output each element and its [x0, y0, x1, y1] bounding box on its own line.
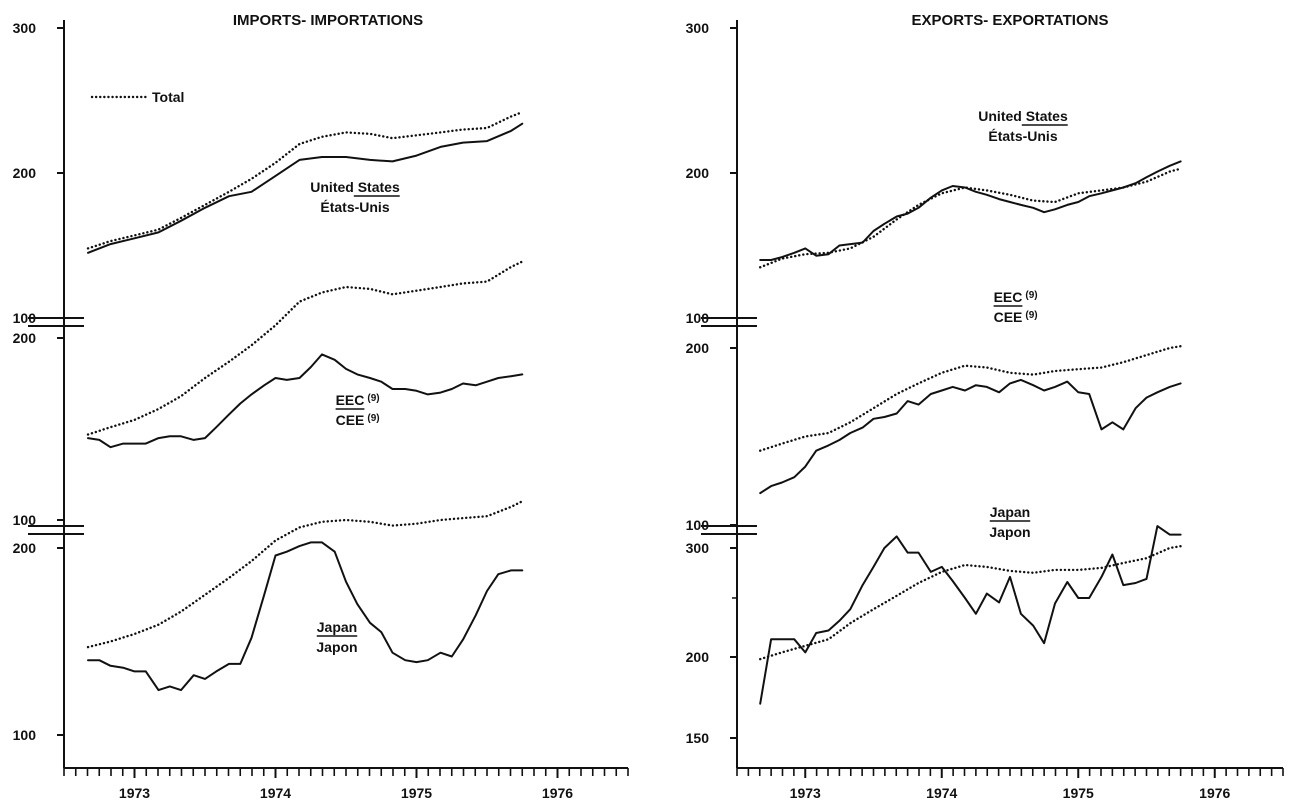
x-tick-label: 1973: [119, 785, 150, 801]
y-tick-label: 200: [686, 165, 710, 181]
label-superscript: (9): [367, 393, 379, 404]
panel-label: CEE: [336, 412, 365, 428]
y-tick-label: 100: [686, 310, 710, 326]
y-tick-label: 200: [13, 165, 37, 181]
y-tick-label: 100: [13, 727, 37, 743]
chart-imports: IMPORTS- IMPORTATIONS 1973 1974 1975 1976 100…: [13, 12, 629, 801]
x-tick-label: 1974: [926, 785, 957, 801]
x-tick-label: 1975: [1063, 785, 1094, 801]
panel-label: EEC: [994, 289, 1023, 305]
panel-label: États-Unis: [988, 128, 1057, 144]
series-line-total: [759, 345, 1182, 452]
label-superscript: (9): [367, 413, 379, 424]
y-tick-label: 200: [686, 340, 710, 356]
panel-eec-9-: 100 200 EEC CEE(9) (9): [686, 289, 1182, 535]
series-line-country: [759, 378, 1182, 495]
y-tick-label: 300: [13, 20, 37, 36]
legend: Total: [90, 89, 184, 105]
series-line-total: [86, 260, 524, 436]
y-tick-label: 100: [13, 512, 37, 528]
panel-label: Japan: [990, 504, 1030, 520]
label-superscript: (9): [1025, 310, 1037, 321]
y-tick-label: 300: [686, 20, 710, 36]
panel-japan: 150 200 300 Japan Japon: [686, 504, 1182, 746]
x-tick-label: 1976: [542, 785, 573, 801]
y-tick-label: 150: [686, 730, 710, 746]
panel-eec-9-: 100 200 EEC CEE(9) (9): [13, 260, 524, 535]
label-superscript: (9): [1025, 290, 1037, 301]
panel-label: CEE: [994, 309, 1023, 325]
y-tick-label: 200: [13, 540, 37, 556]
x-tick-label: 1973: [790, 785, 821, 801]
panel-united-states: 100 200 300 United States États-Unis: [686, 20, 1182, 327]
panel-label: Japon: [989, 524, 1030, 540]
legend-label: Total: [152, 89, 184, 105]
y-tick-label: 100: [686, 517, 710, 533]
y-tick-label: 100: [13, 310, 37, 326]
panel-japan: 100 200 Japan Japon: [13, 500, 524, 743]
panel-label: Japan: [317, 619, 357, 635]
series-line-country: [87, 353, 524, 449]
y-tick-label: 200: [13, 330, 37, 346]
panel-label: Japon: [316, 639, 357, 655]
x-tick-label: 1976: [1199, 785, 1230, 801]
x-tick-label: 1975: [401, 785, 432, 801]
chart-title: IMPORTS- IMPORTATIONS: [233, 12, 423, 29]
chart-title: EXPORTS- EXPORTATIONS: [912, 12, 1109, 29]
panel-label: États-Unis: [320, 199, 389, 215]
panel-united-states: 100 200 300 United States États-Unis: [13, 20, 524, 327]
series-line-country: [759, 525, 1182, 705]
panel-label: United States: [310, 179, 400, 195]
series-line-country: [87, 541, 524, 692]
series-line-country: [759, 160, 1182, 261]
chart-exports: EXPORTS- EXPORTATIONS 1973 1974 1975 1976 100…: [686, 12, 1284, 801]
series-line-total: [759, 545, 1182, 661]
panel-label: United States: [978, 108, 1068, 124]
x-tick-label: 1974: [260, 785, 291, 801]
series-line-total: [86, 500, 524, 649]
series-line-total: [759, 167, 1182, 269]
y-tick-label: 200: [686, 649, 710, 665]
panel-label: EEC: [336, 392, 365, 408]
series-line-country: [87, 122, 524, 254]
series-line-total: [86, 110, 524, 250]
y-tick-label: 300: [686, 540, 710, 556]
